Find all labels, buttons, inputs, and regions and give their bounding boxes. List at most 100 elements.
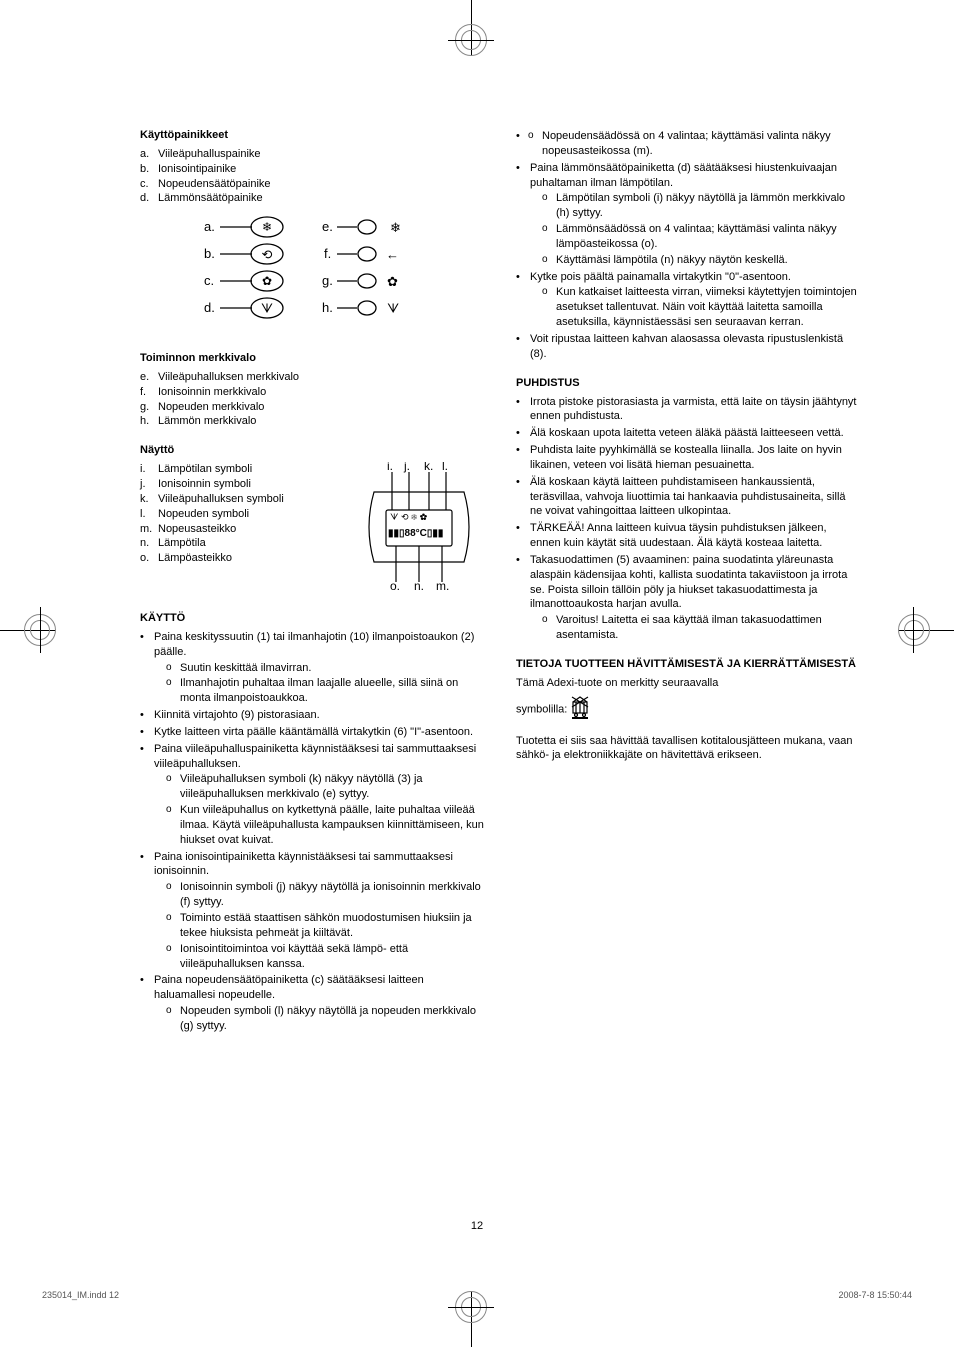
sub-list: Kun katkaiset laitteesta virran, viimeks… <box>530 285 860 330</box>
page: Käyttöpainikkeet a.Viileäpuhalluspainike… <box>0 0 954 1347</box>
list-item: Lämpötilan symboli (i) näkyy näytöllä ja… <box>530 191 860 221</box>
crop-mark <box>448 40 494 41</box>
list-item: b.Ionisointipainike <box>140 162 484 177</box>
buttons-diagram: ❄ ⟲ ✿ ᗐ ❄ ← ✿ ᗐ a. b. <box>182 212 442 332</box>
section-indicators: Toiminnon merkkivalo e.Viileäpuhalluksen… <box>140 351 484 429</box>
list-item: n.Lämpötila <box>140 536 346 551</box>
list-item: g.Nopeuden merkkivalo <box>140 400 484 415</box>
use-heading: KÄYTTÖ <box>140 611 484 626</box>
list-item: a.Viileäpuhalluspainike <box>140 147 484 162</box>
list-item: d.Lämmönsäätöpainike <box>140 191 484 206</box>
svg-text:❄: ❄ <box>390 220 401 235</box>
section-clean: PUHDISTUS Irrota pistoke pistorasiasta j… <box>516 376 860 643</box>
svg-text:ᗐ: ᗐ <box>387 301 399 316</box>
indicators-heading: Toiminnon merkkivalo <box>140 351 484 366</box>
list-item: Paina viileäpuhalluspainiketta käynnistä… <box>140 742 484 848</box>
indicators-list: e.Viileäpuhalluksen merkkivalo f.Ionisoi… <box>140 370 484 429</box>
crop-circle <box>904 620 924 640</box>
sub-list: Varoitus! Laitetta ei saa käyttää ilman … <box>530 613 860 643</box>
section-use-cont: Nopeudensäädössä on 4 valintaa; käyttämä… <box>516 129 860 362</box>
fig-label: b. <box>204 246 215 261</box>
list-item: Viileäpuhalluksen symboli (k) näkyy näyt… <box>154 772 484 802</box>
fig-label: f. <box>324 246 331 261</box>
list-item: c.Nopeudensäätöpainike <box>140 177 484 192</box>
fig-label: g. <box>322 273 333 288</box>
list-item: Älä koskaan upota laitetta veteen äläkä … <box>516 426 860 441</box>
svg-text:✿: ✿ <box>387 274 398 289</box>
crop-mark <box>448 1307 494 1308</box>
fig-label: l. <box>442 462 448 473</box>
list-item: h.Lämmön merkkivalo <box>140 414 484 429</box>
list-item: Varoitus! Laitetta ei saa käyttää ilman … <box>530 613 860 643</box>
left-column: Käyttöpainikkeet a.Viileäpuhalluspainike… <box>140 128 484 1048</box>
list-item: Ilmanhajotin puhaltaa ilman laajalle alu… <box>154 676 484 706</box>
fig-label: n. <box>414 579 424 592</box>
fig-label: c. <box>204 273 214 288</box>
use-bullets: Paina keskityssuutin (1) tai ilmanhajoti… <box>140 630 484 1034</box>
sub-list: Suutin keskittää ilmavirran. Ilmanhajoti… <box>154 661 484 707</box>
fig-label: d. <box>204 300 215 315</box>
list-item: Älä koskaan käytä laitteen puhdistamisee… <box>516 475 860 520</box>
fig-label: h. <box>322 300 333 315</box>
svg-text:⟲: ⟲ <box>262 247 273 262</box>
fig-label: i. <box>387 462 393 473</box>
list-item: e.Viileäpuhalluksen merkkivalo <box>140 370 484 385</box>
list-item: TÄRKEÄÄ! Anna laitteen kuivua täysin puh… <box>516 521 860 551</box>
display-diagram: ᗐ ⟲ ❄ ✿ ▮▮▯88°C▯▮▮ i. j. k. l. o. n. m. <box>354 462 484 592</box>
content-area: Käyttöpainikkeet a.Viileäpuhalluspainike… <box>140 128 860 1048</box>
weee-icon <box>570 695 590 724</box>
clean-heading: PUHDISTUS <box>516 376 860 391</box>
footer-left: 235014_IM.indd 12 <box>42 1290 119 1300</box>
list-item: Käyttämäsi lämpötila (n) näkyy näytön ke… <box>530 253 860 268</box>
svg-text:ᗐ ⟲ ❄ ✿: ᗐ ⟲ ❄ ✿ <box>390 512 428 522</box>
display-heading: Näyttö <box>140 443 484 458</box>
figure-buttons: ❄ ⟲ ✿ ᗐ ❄ ← ✿ ᗐ a. b. <box>140 212 484 337</box>
svg-text:✿: ✿ <box>262 274 272 288</box>
fig-label: o. <box>390 579 400 592</box>
list-item: Paina lämmönsäätöpainiketta (d) säätääks… <box>516 161 860 268</box>
section-dispose: TIETOJA TUOTTEEN HÄVITTÄMISESTÄ JA KIERR… <box>516 657 860 763</box>
svg-text:▮▮▯88°C▯▮▮: ▮▮▯88°C▯▮▮ <box>388 528 443 539</box>
list-item: m.Nopeusasteikko <box>140 522 346 537</box>
fig-label: a. <box>204 219 215 234</box>
list-item: Kun katkaiset laitteesta virran, viimeks… <box>530 285 860 330</box>
svg-text:ᗐ: ᗐ <box>261 301 273 316</box>
list-item: Kiinnitä virtajohto (9) pistorasiaan. <box>140 708 484 723</box>
dispose-p1: Tämä Adexi-tuote on merkitty seuraavalla <box>516 676 860 691</box>
sub-list: Ionisoinnin symboli (j) näkyy näytöllä j… <box>154 880 484 971</box>
section-use: KÄYTTÖ Paina keskityssuutin (1) tai ilma… <box>140 611 484 1034</box>
list-item: Lämmönsäädössä on 4 valintaa; käyttämäsi… <box>530 222 860 252</box>
sub-list: Nopeudensäädössä on 4 valintaa; käyttämä… <box>516 129 860 159</box>
crop-mark <box>40 607 41 653</box>
clean-bullets: Irrota pistoke pistorasiasta ja varmista… <box>516 395 860 644</box>
display-list: i.Lämpötilan symboli j.Ionisoinnin symbo… <box>140 462 346 597</box>
fig-label: k. <box>424 462 433 473</box>
use-cont-bullets: Nopeudensäädössä on 4 valintaa; käyttämä… <box>516 129 860 159</box>
sub-list: Lämpötilan symboli (i) näkyy näytöllä ja… <box>530 191 860 267</box>
figure-display: ᗐ ⟲ ❄ ✿ ▮▮▯88°C▯▮▮ i. j. k. l. o. n. m. <box>354 462 484 597</box>
list-item: Paina ionisointipainiketta käynnistääkse… <box>140 850 484 972</box>
dispose-heading: TIETOJA TUOTTEEN HÄVITTÄMISESTÄ JA KIERR… <box>516 657 860 672</box>
section-buttons: Käyttöpainikkeet a.Viileäpuhalluspainike… <box>140 128 484 337</box>
list-item: Takasuodattimen (5) avaaminen: paina suo… <box>516 553 860 643</box>
list-item: l.Nopeuden symboli <box>140 507 346 522</box>
list-item: Ionisointitoimintoa voi käyttää sekä läm… <box>154 942 484 972</box>
sub-list: Viileäpuhalluksen symboli (k) näkyy näyt… <box>154 772 484 847</box>
dispose-p3: Tuotetta ei siis saa hävittää tavallisen… <box>516 734 860 764</box>
list-item: Paina nopeudensäätöpainiketta (c) säätää… <box>140 973 484 1033</box>
buttons-heading: Käyttöpainikkeet <box>140 128 484 143</box>
svg-text:❄: ❄ <box>262 220 272 234</box>
fig-label: j. <box>403 462 410 473</box>
list-item: i.Lämpötilan symboli <box>140 462 346 477</box>
list-item: Suutin keskittää ilmavirran. <box>154 661 484 676</box>
list-item: Paina keskityssuutin (1) tai ilmanhajoti… <box>140 630 484 706</box>
list-item: Kun viileäpuhallus on kytkettynä päälle,… <box>154 803 484 848</box>
list-item: f.Ionisoinnin merkkivalo <box>140 385 484 400</box>
crop-mark <box>913 607 914 653</box>
section-display: Näyttö i.Lämpötilan symboli j.Ionisoinni… <box>140 443 484 597</box>
buttons-list: a.Viileäpuhalluspainike b.Ionisointipain… <box>140 147 484 206</box>
dispose-p2: symbolilla: <box>516 695 860 724</box>
list-item: Irrota pistoke pistorasiasta ja varmista… <box>516 395 860 425</box>
page-number: 12 <box>0 1220 954 1232</box>
right-column: Nopeudensäädössä on 4 valintaa; käyttämä… <box>516 128 860 1048</box>
